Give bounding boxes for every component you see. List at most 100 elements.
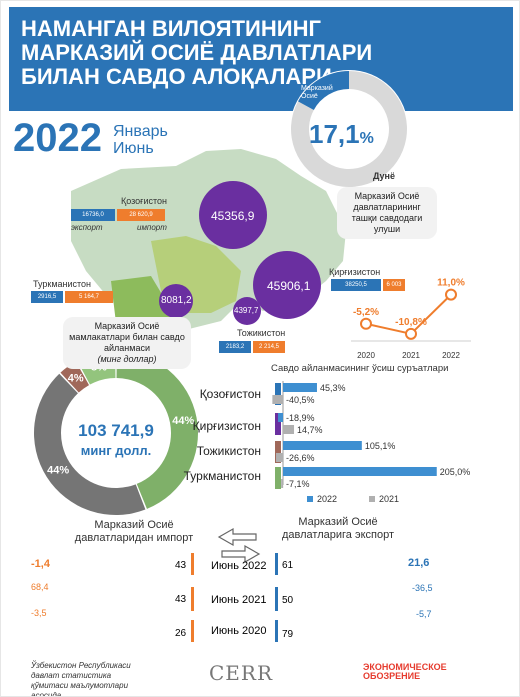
turkmenistan-name: Туркманистон — [33, 279, 92, 289]
share-donut-ca-label: Марказий Осиё — [301, 85, 333, 100]
cerr-logo: CERR — [209, 661, 274, 685]
import-growth: -1,4 — [31, 558, 50, 570]
growth-line-chart: -5,2% 2020 -10,8% 2021 11,0% 2022 — [351, 278, 471, 360]
turkmenistan-total: 8081,2 — [161, 295, 192, 306]
turnover-total-unit: минг долл. — [80, 443, 152, 458]
share-caption: Марказий Осиё давлатларининг ташқи савдо… — [337, 187, 437, 239]
bar-chart-title: Савдо айланмасининг ўсиш суръатлари — [271, 363, 449, 374]
bar-2021 — [272, 395, 283, 404]
period: Июнь 2021 — [211, 594, 267, 606]
growth-value-label: 11,0% — [437, 278, 465, 289]
share-unit: % — [359, 130, 374, 147]
export-value: 79 — [282, 629, 294, 640]
growth-value-label: -5,2% — [353, 307, 379, 318]
header-banner: НАМАНГАН ВИЛОЯТИНИНГ МАРКАЗИЙ ОСИЁ ДАВЛА… — [9, 7, 513, 111]
export-bar — [275, 620, 278, 642]
import-bar — [191, 553, 194, 575]
kazakhstan-total: 45356,9 — [211, 209, 255, 223]
share-value: 17,1 — [309, 119, 360, 149]
legend-2022: 2022 — [317, 494, 338, 504]
growth-year-label: 2020 — [357, 351, 375, 360]
bar-2022 — [283, 441, 362, 450]
bar-value-label: -26,6% — [286, 453, 315, 463]
turnover-slice-label: 44% — [172, 415, 194, 427]
source-note: Ўзбекистон Республикаси давлат статистик… — [31, 661, 131, 697]
bar-2021 — [283, 425, 295, 434]
kazakhstan-import: 28 620,9 — [117, 209, 165, 221]
bar-label-turkmenistan: Туркманистон — [183, 469, 261, 483]
tajikistan-export: 2183,2 — [219, 341, 251, 353]
import-heading: Марказий Осиё давлатларидан импорт — [74, 519, 194, 544]
tajikistan-total-bubble — [233, 297, 261, 325]
export-growth: -36,5 — [412, 583, 433, 593]
turnover-slice-label: 44% — [47, 465, 69, 477]
tajikistan-import: 2 214,5 — [253, 341, 285, 353]
bar-country-marker — [275, 413, 281, 435]
kazakhstan-total-bubble — [199, 181, 267, 249]
legend-swatch-2021 — [369, 496, 375, 502]
turkmenistan-import: 5 164,7 — [65, 291, 113, 303]
share-donut-world-label: Дунё — [373, 171, 395, 181]
growth-value-label: -10,8% — [395, 317, 427, 328]
kazakhstan-export: 16736,0 — [71, 209, 115, 221]
bar-label-kazakhstan: Қозоғистон — [199, 387, 261, 401]
turnover-unit: (минг доллар) — [97, 354, 157, 364]
period-end: Июнь — [113, 140, 154, 157]
export-growth: 21,6 — [408, 557, 430, 569]
bar-value-label: 45,3% — [320, 383, 346, 393]
swap-arrows-icon — [217, 527, 261, 564]
import-growth: -3,5 — [31, 608, 47, 618]
export-value: 61 — [282, 560, 294, 571]
bar-country-marker — [275, 383, 281, 405]
bar-value-label: -18,9% — [286, 413, 315, 423]
kyrgyzstan-name: Қирғизистон — [329, 267, 381, 277]
tajikistan-total: 4397,7 — [234, 306, 259, 315]
export-bar — [275, 587, 278, 611]
bar-2022 — [283, 383, 317, 392]
growth-year-label: 2022 — [442, 351, 460, 360]
turkmenistan-export: 2916,5 — [31, 291, 63, 303]
bar-value-label: 14,7% — [297, 425, 323, 435]
tajikistan-name: Тожикистон — [237, 328, 286, 338]
bar-value-label: -7,1% — [286, 479, 310, 489]
legend-2021: 2021 — [379, 494, 400, 504]
share-slice-central-asia — [297, 71, 349, 110]
share-slice-world — [291, 71, 408, 187]
bar-value-label: -40,5% — [286, 395, 315, 405]
turnover-slice — [116, 351, 198, 509]
bar-label-tajikistan: Тожикистон — [196, 444, 261, 458]
turnover-slice — [33, 373, 146, 515]
bar-2022 — [283, 467, 437, 476]
kyrgyzstan-total-bubble — [253, 251, 321, 319]
export-heading: Марказий Осиё давлатларига экспорт — [282, 516, 394, 541]
eo-logo: ЭКОНОМИЧЕСКОЕ ОБОЗРЕНИЕ — [363, 662, 447, 681]
bar-value-label: 205,0% — [440, 467, 471, 477]
import-bar — [191, 620, 194, 642]
import-value: 26 — [175, 628, 187, 639]
report-year: 2022 — [13, 116, 102, 160]
report-period: Январь Июнь — [113, 123, 168, 157]
bar-value-label: 105,1% — [365, 441, 396, 451]
kazakhstan-name: Қозоғистон — [121, 196, 167, 206]
page-title: НАМАНГАН ВИЛОЯТИНИНГ МАРКАЗИЙ ОСИЁ ДАВЛА… — [21, 16, 373, 89]
export-bar — [275, 553, 278, 575]
import-value: 43 — [175, 594, 187, 605]
growth-bar-chart: 45,3% -40,5% -18,9% 14,7% 105,1% -26,6% 205,0%… — [272, 381, 470, 502]
bar-country-marker — [275, 441, 281, 463]
export-value: 50 — [282, 595, 294, 606]
turnover-total: 103 741,9 — [78, 421, 154, 440]
turnover-caption: Марказий Осиё мамлакатлари билан савдо а… — [63, 317, 191, 369]
period: Июнь 2022 — [211, 560, 267, 572]
bar-2021 — [281, 479, 284, 488]
kyrgyzstan-export: 38250,5 — [331, 279, 381, 291]
period-start: Январь — [113, 123, 168, 140]
growth-point — [445, 288, 457, 301]
bar-2022 — [278, 413, 283, 422]
turkmenistan-total-bubble — [159, 284, 193, 318]
import-growth: 68,4 — [31, 582, 49, 592]
share-donut-value: 17,1% — [309, 119, 374, 150]
period: Июнь 2020 — [211, 625, 267, 637]
import-value: 43 — [175, 560, 187, 571]
growth-point — [405, 327, 417, 340]
